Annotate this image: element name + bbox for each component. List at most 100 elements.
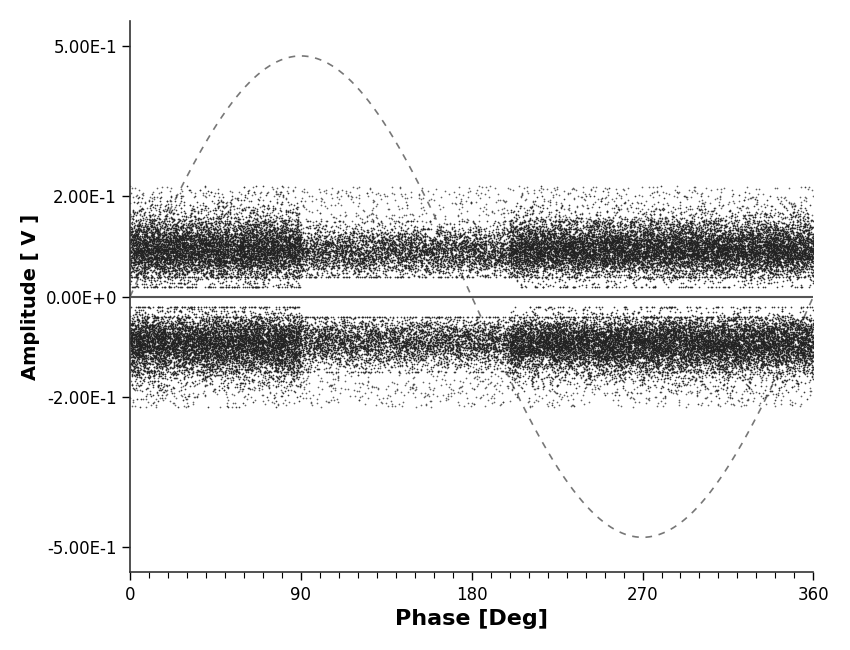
Point	[337, 345, 351, 356]
Point	[581, 326, 594, 336]
Point	[671, 242, 684, 252]
Point	[722, 260, 736, 270]
Point	[618, 313, 632, 324]
Point	[607, 342, 620, 352]
Point	[351, 268, 365, 279]
Point	[163, 324, 177, 335]
Point	[127, 330, 140, 340]
Point	[535, 233, 548, 243]
Point	[128, 237, 141, 248]
Point	[388, 328, 401, 338]
Point	[453, 341, 467, 351]
Point	[460, 332, 473, 343]
Point	[706, 266, 720, 276]
Point	[805, 346, 819, 357]
Point	[788, 346, 802, 356]
Point	[766, 328, 779, 338]
Point	[675, 254, 688, 265]
Point	[446, 237, 460, 247]
Point	[562, 344, 575, 354]
Point	[246, 224, 259, 235]
Point	[139, 221, 152, 231]
Point	[652, 335, 666, 346]
Point	[711, 316, 724, 326]
Point	[637, 336, 650, 346]
Point	[253, 261, 267, 271]
Point	[602, 352, 615, 362]
Point	[698, 208, 711, 218]
Point	[388, 194, 401, 205]
Point	[203, 265, 217, 276]
Point	[719, 328, 733, 339]
Point	[206, 256, 219, 266]
Point	[320, 311, 334, 322]
Point	[530, 365, 543, 376]
Point	[666, 207, 680, 217]
Point	[256, 322, 269, 333]
Point	[574, 339, 587, 350]
Point	[251, 248, 264, 259]
Point	[712, 321, 726, 332]
Point	[517, 249, 530, 259]
Point	[588, 382, 602, 392]
Point	[651, 359, 665, 369]
Point	[615, 332, 628, 343]
Point	[603, 324, 616, 335]
Point	[783, 197, 796, 207]
Point	[297, 328, 310, 339]
Point	[360, 311, 374, 322]
Point	[666, 335, 680, 346]
Point	[213, 342, 227, 352]
Point	[213, 345, 227, 356]
Point	[265, 338, 279, 348]
Point	[502, 252, 515, 263]
Point	[632, 333, 646, 343]
Point	[242, 245, 256, 255]
Point	[508, 365, 522, 375]
Point	[771, 322, 785, 332]
Point	[367, 255, 381, 266]
Point	[194, 332, 207, 342]
Point	[447, 349, 461, 359]
Point	[235, 246, 248, 256]
Point	[654, 396, 668, 406]
Point	[186, 334, 200, 345]
Point	[655, 335, 669, 346]
Point	[218, 365, 232, 376]
Point	[677, 338, 691, 348]
Point	[569, 272, 582, 283]
Point	[151, 226, 165, 236]
Point	[768, 343, 781, 354]
Point	[127, 347, 140, 358]
Point	[624, 250, 638, 260]
Point	[439, 321, 452, 332]
Point	[386, 343, 400, 354]
Point	[314, 257, 328, 267]
Point	[241, 237, 255, 247]
Point	[371, 255, 384, 266]
Point	[741, 268, 755, 279]
Point	[221, 231, 235, 241]
Point	[215, 348, 229, 359]
Point	[243, 344, 257, 354]
Point	[607, 248, 620, 258]
Point	[195, 326, 208, 336]
Point	[243, 252, 257, 262]
Point	[678, 268, 692, 279]
Point	[259, 229, 273, 240]
Point	[280, 363, 294, 374]
Point	[728, 246, 742, 257]
Point	[597, 237, 610, 247]
Point	[688, 334, 702, 345]
Point	[643, 261, 657, 272]
Point	[681, 258, 694, 268]
Point	[449, 237, 462, 248]
Point	[246, 359, 259, 370]
Point	[547, 328, 561, 339]
Point	[721, 367, 734, 377]
Point	[137, 353, 150, 363]
Point	[214, 238, 228, 248]
Point	[216, 229, 230, 239]
Point	[723, 246, 737, 256]
Point	[131, 265, 145, 276]
